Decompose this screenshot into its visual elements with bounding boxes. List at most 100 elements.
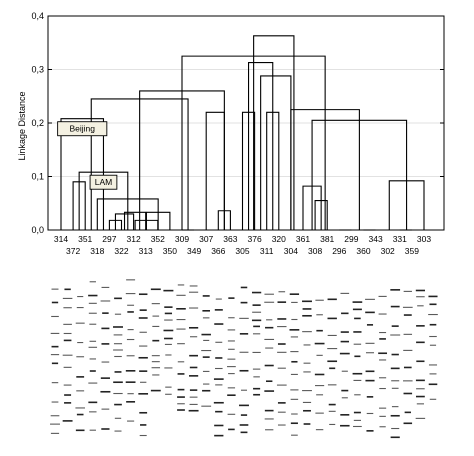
gel-band xyxy=(189,326,199,329)
gel-band xyxy=(390,436,400,439)
gel-band xyxy=(177,361,185,363)
gel-band xyxy=(391,387,399,389)
gel-band xyxy=(163,329,174,332)
gel-band xyxy=(302,331,312,333)
gel-band xyxy=(63,307,72,309)
leaf-label: 359 xyxy=(405,246,419,256)
gel-band xyxy=(88,294,98,297)
gel-band xyxy=(403,392,413,395)
y-axis-title: Linkage Distance xyxy=(17,91,27,160)
gel-band xyxy=(302,308,312,310)
gel-band xyxy=(253,325,261,328)
gel-band xyxy=(429,373,437,375)
gel-band xyxy=(390,414,400,417)
gel-band xyxy=(139,331,147,333)
gel-band xyxy=(303,423,311,425)
gel-band xyxy=(265,326,274,329)
gel-band xyxy=(138,293,148,296)
gel-band xyxy=(189,403,198,405)
gel-band xyxy=(302,401,312,403)
gel-band xyxy=(140,381,147,383)
gel-band xyxy=(113,334,123,336)
leaf-label: 305 xyxy=(235,246,249,256)
gel-band xyxy=(126,401,136,403)
gel-band xyxy=(378,313,387,315)
leaf-label: 312 xyxy=(127,234,141,244)
gel-band xyxy=(138,356,148,359)
gel-band xyxy=(75,407,85,409)
gel-band xyxy=(339,352,350,355)
gel-band xyxy=(365,370,375,373)
gel-band xyxy=(113,343,123,345)
leaf-label: 313 xyxy=(139,246,153,256)
gel-band xyxy=(366,324,374,326)
gel-band xyxy=(101,327,110,330)
gel-band xyxy=(416,296,425,298)
gel-band xyxy=(291,434,298,436)
gel-band xyxy=(228,373,235,375)
gel-band xyxy=(277,301,287,303)
gel-band xyxy=(228,297,235,299)
gel-band xyxy=(203,383,210,385)
gel-band xyxy=(177,396,185,398)
gel-band xyxy=(189,366,198,369)
gel-band xyxy=(277,351,287,353)
gel-band xyxy=(314,373,325,376)
gel-band xyxy=(164,343,172,345)
gel-band xyxy=(113,349,123,351)
gel-band xyxy=(240,414,248,416)
gel-band xyxy=(379,415,386,417)
gel-band xyxy=(378,295,387,297)
gel-band xyxy=(201,405,212,407)
gel-band xyxy=(62,354,73,356)
gel-band xyxy=(63,384,72,386)
gel-band xyxy=(277,343,286,345)
gel-band xyxy=(227,340,235,342)
gel-band xyxy=(63,339,72,342)
gel-band xyxy=(353,343,362,345)
gel-band xyxy=(77,296,84,298)
gel-band xyxy=(340,424,350,427)
gel-band xyxy=(391,353,399,356)
gel-band xyxy=(114,403,122,406)
gel-band xyxy=(188,409,199,412)
gel-band xyxy=(126,355,135,357)
gel-band xyxy=(177,373,185,375)
gel-band xyxy=(189,291,199,293)
gel-band xyxy=(379,377,387,379)
gel-band xyxy=(240,431,248,434)
leaf-label: 296 xyxy=(332,246,346,256)
gel-band xyxy=(50,432,60,434)
gel-band xyxy=(215,384,223,386)
gel-band xyxy=(227,413,236,415)
gel-band xyxy=(379,331,387,334)
gel-band xyxy=(239,404,249,407)
gel-band xyxy=(125,293,136,295)
gel-band xyxy=(127,304,135,306)
gel-band xyxy=(316,314,323,316)
gel-band xyxy=(315,412,324,414)
gel-band xyxy=(50,423,60,425)
gel-band xyxy=(214,309,223,311)
gel-band xyxy=(327,384,337,386)
gel-band xyxy=(151,361,160,363)
leaf-label: 363 xyxy=(223,234,237,244)
gel-band xyxy=(51,401,59,403)
gel-band xyxy=(264,338,275,340)
gel-band xyxy=(251,319,262,322)
y-tick-label: 0,1 xyxy=(31,172,44,182)
gel-band xyxy=(429,335,437,338)
gel-band xyxy=(189,375,199,377)
gel-band xyxy=(227,366,236,368)
gel-band xyxy=(114,355,122,358)
annotation-label: Beijing xyxy=(69,124,95,134)
dendrogram-link xyxy=(253,35,295,230)
gel-band xyxy=(403,290,412,292)
gel-band xyxy=(289,329,300,331)
gel-band xyxy=(76,376,85,378)
gel-band xyxy=(379,407,387,409)
gel-band xyxy=(352,372,363,375)
gel-band xyxy=(177,284,185,286)
gel-band xyxy=(227,387,236,389)
